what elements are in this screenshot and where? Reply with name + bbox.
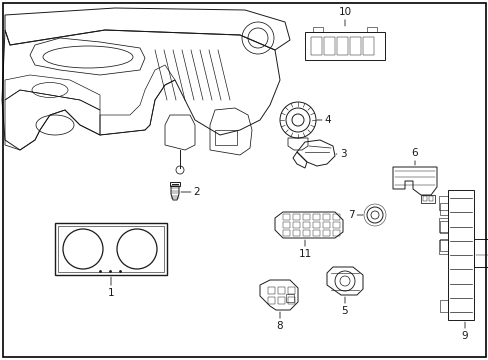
Text: 10: 10	[338, 7, 351, 26]
Bar	[439, 239, 447, 251]
Bar	[287, 287, 294, 294]
Bar	[305, 32, 384, 60]
Bar	[323, 230, 329, 236]
Text: 11: 11	[298, 240, 311, 259]
Bar	[438, 196, 447, 210]
Bar	[439, 203, 447, 215]
Bar	[312, 214, 319, 220]
Bar	[285, 294, 293, 302]
Bar	[170, 182, 180, 186]
Bar	[292, 230, 299, 236]
Bar	[312, 27, 323, 32]
Bar	[292, 214, 299, 220]
Bar	[283, 214, 289, 220]
Bar	[283, 230, 289, 236]
Bar	[422, 196, 426, 201]
Text: 1: 1	[107, 277, 114, 298]
Text: 7: 7	[347, 210, 362, 220]
Bar	[312, 222, 319, 228]
Bar	[303, 230, 309, 236]
Bar	[310, 37, 321, 55]
Bar	[447, 190, 473, 320]
Bar	[323, 214, 329, 220]
Bar	[324, 37, 334, 55]
Bar	[332, 222, 339, 228]
Bar	[283, 222, 289, 228]
Text: 2: 2	[181, 187, 200, 197]
Bar	[55, 223, 167, 275]
Bar	[438, 240, 447, 254]
Text: 4: 4	[316, 115, 331, 125]
Bar	[292, 222, 299, 228]
Bar	[267, 287, 274, 294]
Text: 3: 3	[335, 149, 346, 159]
Bar	[312, 230, 319, 236]
Bar	[278, 297, 285, 304]
Bar	[332, 214, 339, 220]
Bar	[215, 130, 237, 145]
Bar	[287, 297, 294, 304]
Bar	[303, 214, 309, 220]
Bar	[323, 222, 329, 228]
Bar	[332, 230, 339, 236]
Text: 6: 6	[411, 148, 417, 165]
Bar	[428, 196, 432, 201]
Bar	[267, 297, 274, 304]
Bar	[420, 195, 434, 203]
Bar	[438, 218, 447, 232]
Bar	[439, 221, 447, 233]
Bar	[362, 37, 373, 55]
Bar	[278, 287, 285, 294]
Bar	[58, 226, 163, 272]
Bar	[366, 27, 376, 32]
Bar	[336, 37, 347, 55]
Text: 8: 8	[276, 312, 283, 331]
Bar	[439, 300, 447, 312]
Bar	[473, 239, 488, 267]
Bar	[303, 222, 309, 228]
Text: 5: 5	[341, 297, 347, 316]
Bar	[349, 37, 360, 55]
Text: 9: 9	[461, 322, 468, 341]
